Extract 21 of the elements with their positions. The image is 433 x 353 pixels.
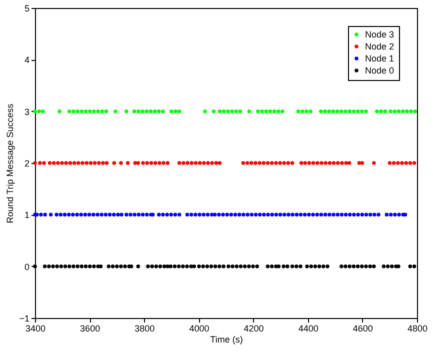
x-tick-label: 4800 — [407, 324, 428, 334]
y-tick-label: 2 — [24, 158, 30, 168]
x-tick-label: 4400 — [298, 324, 318, 334]
y-tick-label: 1 — [24, 210, 30, 220]
x-tick-label: 3800 — [134, 324, 155, 334]
y-tick-label: 0 — [24, 262, 30, 272]
x-tick-label: 4000 — [189, 324, 210, 334]
legend-label: Node 3 — [365, 30, 394, 40]
x-tick-label: 4200 — [244, 324, 264, 334]
y-tick-label: 4 — [24, 55, 30, 66]
x-tick-label: 3400 — [25, 324, 46, 334]
x-tick-label: 3600 — [80, 324, 100, 334]
y-tick-label: 5 — [24, 4, 30, 14]
legend-label: Node 1 — [365, 54, 394, 64]
x-axis-title: Time (s) — [210, 334, 243, 344]
x-tick-label: 4600 — [352, 324, 373, 334]
y-axis-title: Round Trip Message Success — [5, 103, 16, 224]
legend-label: Node 2 — [365, 42, 394, 52]
legend-label: Node 0 — [365, 66, 394, 76]
y-tick-label: −1 — [19, 314, 30, 324]
y-tick-label: 3 — [24, 106, 30, 117]
